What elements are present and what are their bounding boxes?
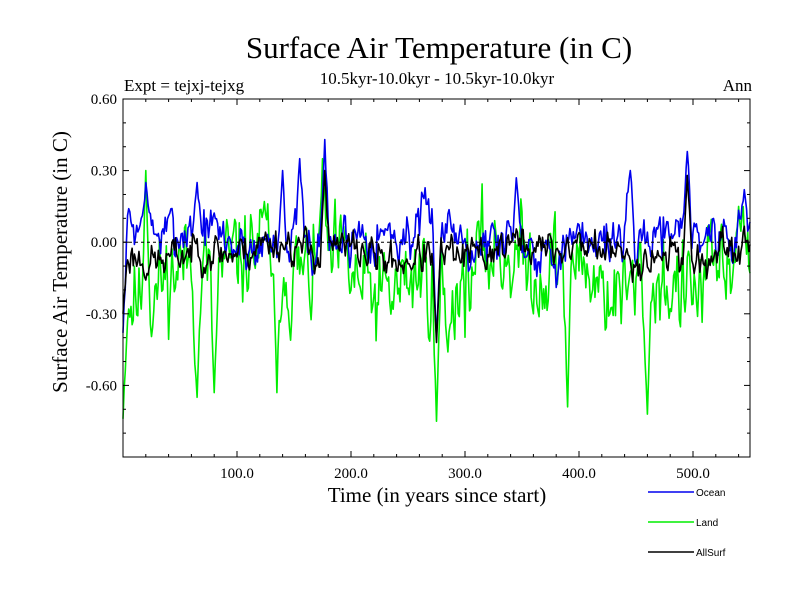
y-tick-label: 0.00 (91, 235, 117, 251)
x-tick-label: 100.0 (220, 466, 254, 482)
x-axis-label: Time (in years since start) (328, 483, 547, 507)
chart-title: Surface Air Temperature (in C) (246, 30, 632, 65)
expt-label: Expt = tejxj-tejxg (124, 76, 245, 95)
legend-label-allsurf: AllSurf (696, 548, 726, 559)
y-tick-label: 0.60 (91, 92, 117, 108)
x-tick-label: 400.0 (562, 466, 596, 482)
legend-label-ocean: Ocean (696, 488, 725, 499)
legend: Ocean Land AllSurf (648, 488, 726, 559)
series-line-allsurf (122, 169, 751, 344)
plot-lines (122, 138, 751, 422)
plot-frame (122, 98, 751, 458)
y-axis: -0.60 -0.30 0.00 0.30 0.60 (86, 92, 750, 458)
y-tick-label: -0.60 (86, 378, 117, 394)
x-axis: 100.0 200.0 300.0 400.0 500.0 (145, 99, 740, 482)
season-label: Ann (723, 76, 753, 95)
legend-label-land: Land (696, 518, 718, 529)
y-tick-label: 0.30 (91, 164, 117, 180)
chart-subtitle: 10.5kyr-10.0kyr - 10.5kyr-10.0kyr (320, 69, 555, 88)
x-tick-label: 200.0 (334, 466, 368, 482)
x-tick-label: 300.0 (448, 466, 482, 482)
y-tick-label: -0.30 (86, 307, 117, 323)
x-tick-label: 500.0 (676, 466, 710, 482)
y-axis-label: Surface Air Temperature (in C) (48, 131, 72, 393)
series-line-land (122, 157, 751, 422)
